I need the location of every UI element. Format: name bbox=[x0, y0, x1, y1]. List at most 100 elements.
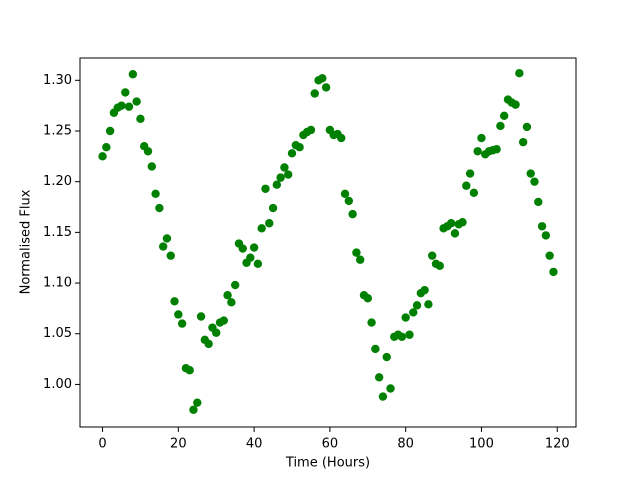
point bbox=[177, 319, 187, 328]
x-tick-label: 40 bbox=[246, 437, 263, 452]
point bbox=[310, 89, 319, 98]
point bbox=[522, 122, 532, 132]
point bbox=[284, 170, 293, 179]
point bbox=[499, 111, 509, 120]
point bbox=[102, 143, 111, 152]
point bbox=[280, 163, 289, 172]
point bbox=[238, 244, 247, 253]
point bbox=[549, 267, 558, 277]
point bbox=[136, 114, 145, 124]
y-tick-label: 1.15 bbox=[43, 225, 72, 240]
point bbox=[189, 405, 198, 414]
point bbox=[151, 189, 160, 199]
x-tick-label: 20 bbox=[170, 437, 187, 452]
point bbox=[386, 384, 395, 393]
point bbox=[276, 173, 285, 182]
point bbox=[367, 318, 376, 327]
point bbox=[124, 102, 134, 111]
y-axis-label: Normalised Flux bbox=[19, 189, 34, 294]
point bbox=[462, 181, 471, 190]
point bbox=[412, 301, 422, 310]
point bbox=[162, 234, 172, 243]
point bbox=[268, 203, 278, 213]
point bbox=[534, 197, 543, 207]
point bbox=[98, 152, 107, 161]
y-tick-label: 1.25 bbox=[43, 123, 72, 138]
point bbox=[518, 137, 528, 147]
point bbox=[352, 248, 361, 257]
point bbox=[128, 70, 138, 79]
point bbox=[356, 255, 365, 264]
point bbox=[246, 253, 255, 262]
point bbox=[492, 145, 501, 154]
point bbox=[337, 133, 346, 143]
point bbox=[477, 133, 486, 143]
point bbox=[155, 203, 164, 213]
point bbox=[212, 328, 221, 337]
point bbox=[469, 188, 479, 198]
x-tick-label: 100 bbox=[469, 437, 494, 452]
point bbox=[496, 121, 505, 131]
point bbox=[424, 300, 433, 309]
point bbox=[143, 147, 153, 156]
x-axis-label: Time (Hours) bbox=[285, 456, 370, 471]
point bbox=[340, 189, 350, 199]
point bbox=[306, 125, 316, 135]
x-tick-label: 60 bbox=[322, 437, 339, 452]
y-tick-label: 1.05 bbox=[43, 326, 72, 341]
axes-frame bbox=[79, 57, 577, 428]
point bbox=[174, 310, 183, 319]
point bbox=[253, 259, 263, 268]
point bbox=[530, 177, 539, 186]
point bbox=[321, 83, 331, 92]
point bbox=[382, 352, 391, 362]
point bbox=[204, 339, 213, 349]
point bbox=[348, 209, 357, 219]
point bbox=[511, 100, 520, 109]
point bbox=[473, 147, 482, 156]
x-tick-label: 0 bbox=[98, 437, 106, 452]
point bbox=[227, 298, 236, 307]
point bbox=[121, 88, 130, 97]
point bbox=[420, 285, 429, 295]
point bbox=[541, 231, 551, 240]
point bbox=[170, 297, 179, 306]
point bbox=[261, 184, 270, 193]
point bbox=[405, 330, 414, 339]
point bbox=[193, 398, 202, 407]
point bbox=[515, 69, 524, 78]
point bbox=[257, 224, 266, 233]
point bbox=[147, 162, 157, 171]
point bbox=[318, 74, 327, 83]
point bbox=[295, 143, 304, 152]
point bbox=[105, 126, 115, 136]
point bbox=[223, 291, 232, 300]
point bbox=[166, 251, 175, 260]
point bbox=[378, 392, 388, 401]
point bbox=[409, 308, 418, 317]
x-tick-label: 120 bbox=[545, 437, 570, 452]
point bbox=[435, 261, 444, 271]
point bbox=[465, 169, 475, 178]
y-tick-label: 1.00 bbox=[43, 377, 72, 392]
point bbox=[344, 196, 354, 206]
point bbox=[545, 251, 554, 260]
x-tick-label: 80 bbox=[397, 437, 414, 452]
point bbox=[397, 332, 407, 341]
y-tick-label: 1.20 bbox=[43, 174, 72, 189]
point bbox=[196, 312, 206, 321]
point bbox=[374, 373, 384, 382]
point bbox=[132, 97, 141, 106]
point bbox=[117, 101, 126, 110]
point bbox=[272, 180, 282, 189]
point bbox=[158, 242, 168, 251]
point bbox=[185, 366, 194, 375]
point bbox=[219, 316, 228, 325]
point bbox=[230, 280, 240, 290]
y-tick-label: 1.10 bbox=[43, 276, 72, 291]
point bbox=[287, 149, 297, 158]
y-tick-label: 1.30 bbox=[43, 73, 72, 88]
point bbox=[428, 251, 437, 260]
point bbox=[450, 229, 460, 238]
